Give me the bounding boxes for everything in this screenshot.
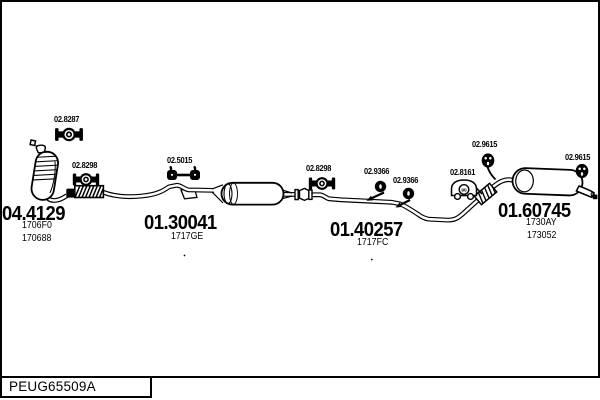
oe-code: 1730AY: [526, 216, 557, 228]
oe-code: 1706F0: [22, 220, 52, 231]
exhaust-drawing: 90: [29, 126, 598, 261]
sleeve-joint: [473, 182, 498, 206]
mounting-part-number[interactable]: 02.9615: [472, 139, 498, 149]
pipe-coupling: [294, 187, 313, 202]
mounting-part-number[interactable]: 02.8287: [54, 113, 80, 124]
mounting-part-number[interactable]: 02.8298: [72, 160, 98, 170]
mounting-part-number[interactable]: 02.9366: [364, 166, 390, 176]
main-part-number[interactable]: 04.4129: [2, 202, 65, 225]
print-dot: [183, 254, 186, 257]
mounting-part-number[interactable]: 02.9366: [393, 175, 419, 185]
catalytic-converter: [29, 139, 60, 201]
pipe-clamp-icon: [308, 176, 336, 191]
double-rubber-hanger-icon: [167, 165, 200, 180]
main-part-number[interactable]: 01.60745: [498, 199, 571, 222]
mounting-part-number[interactable]: 02.8298: [306, 163, 332, 173]
diagram-code: PEUG65509A: [9, 379, 96, 394]
oe-code: 173052: [527, 229, 557, 241]
bracket-hole-size-label: 90: [461, 187, 467, 193]
diagram-code-box: PEUG65509A: [0, 375, 152, 398]
middle-silencer: [211, 181, 293, 206]
mounting-part-number[interactable]: 02.5015: [167, 155, 193, 165]
exhaust-bracket-icon: 90: [450, 179, 478, 201]
pipe-clamp-icon: [72, 172, 100, 187]
rubber-ring-hanger-icon: [374, 180, 387, 193]
tailpipe: [575, 185, 595, 199]
main-part-number[interactable]: 01.40257: [330, 218, 403, 241]
mounting-part-number[interactable]: 02.9615: [565, 152, 591, 162]
rear-silencer: [511, 167, 598, 200]
oe-code: 170688: [22, 232, 52, 244]
rubber-block-hanger-icon: [481, 153, 495, 168]
mounting-part-number[interactable]: 02.8161: [450, 167, 476, 177]
leader-arrows: [366, 166, 497, 208]
main-part-number[interactable]: 01.30041: [144, 211, 217, 234]
print-dot: [370, 258, 373, 261]
pipe-clamp-icon: [54, 126, 84, 143]
oe-code: 1717FC: [357, 236, 389, 248]
rubber-block-hanger-icon: [575, 163, 589, 179]
flex-pipe: [66, 184, 105, 199]
rubber-ring-hanger-icon: [402, 187, 415, 200]
oe-code: 1717GE: [171, 230, 204, 242]
